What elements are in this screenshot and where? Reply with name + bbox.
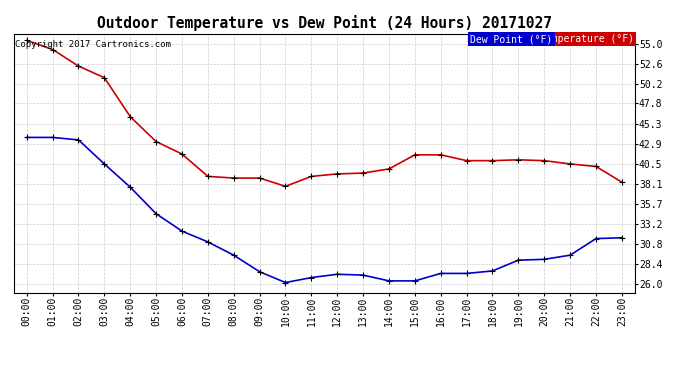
Text: Copyright 2017 Cartronics.com: Copyright 2017 Cartronics.com xyxy=(15,40,171,49)
Title: Outdoor Temperature vs Dew Point (24 Hours) 20171027: Outdoor Temperature vs Dew Point (24 Hou… xyxy=(97,15,552,31)
Text: Dew Point (°F): Dew Point (°F) xyxy=(471,34,553,44)
Text: Temperature (°F): Temperature (°F) xyxy=(540,34,634,44)
